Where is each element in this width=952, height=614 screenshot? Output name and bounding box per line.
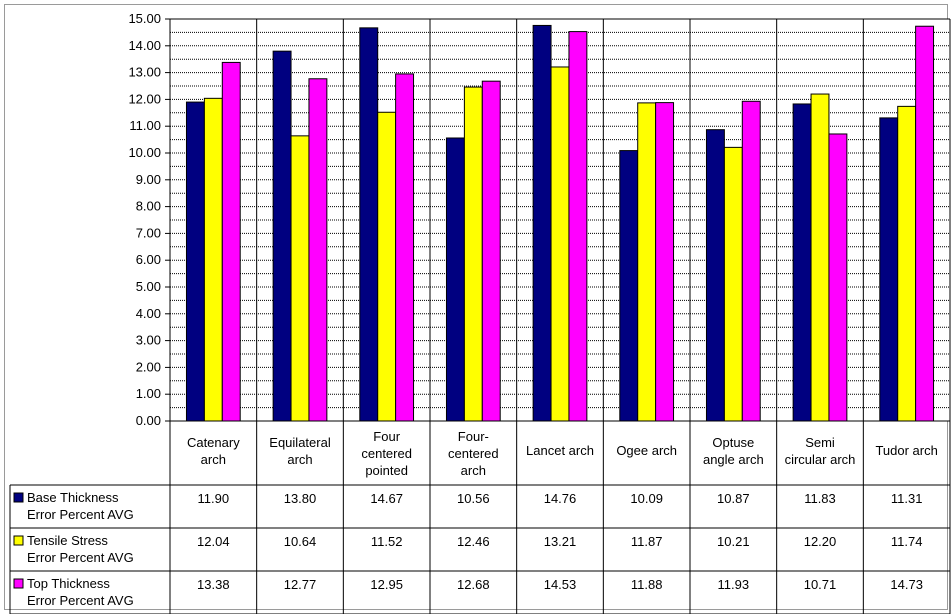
bar [619,150,639,422]
data-table-value: 12.46 [457,534,490,549]
category-label: arch [287,452,312,467]
category-label: circular arch [785,452,856,467]
category-label: Semi [805,435,835,450]
bar [741,100,761,422]
data-table-value: 11.87 [631,534,663,549]
category-label: angle arch [703,452,764,467]
bar [915,25,935,422]
bar [655,102,675,422]
data-table-value: 14.76 [544,491,577,506]
category-label: pointed [365,463,408,478]
y-tick-label: 6.00 [136,252,161,267]
data-table-value: 12.20 [804,534,837,549]
legend-label: Top Thickness [27,576,110,591]
bar [879,117,899,422]
category-label: Lancet arch [526,443,594,458]
bar [463,86,483,422]
bar [550,66,570,422]
legend-label: Error Percent AVG [27,507,134,522]
data-table-value: 10.21 [717,534,750,549]
bar [810,93,830,422]
category-label: Four- [458,429,489,444]
bar [203,97,223,422]
data-table-value: 13.21 [544,534,577,549]
data-table-value: 12.68 [457,577,490,592]
category-label: Four [373,429,400,444]
data-table-value: 10.09 [630,491,663,506]
y-tick-label: 0.00 [136,413,161,428]
data-table-value: 14.67 [370,491,403,506]
y-tick-label: 7.00 [136,225,161,240]
data-table-value: 14.53 [544,577,577,592]
data-table-value: 11.90 [198,491,230,506]
legend-label: Tensile Stress [27,533,108,548]
y-tick-label: 14.00 [128,38,161,53]
bar [359,27,379,422]
data-table-value: 10.71 [804,577,837,592]
data-table-value: 13.38 [197,577,230,592]
bar [290,135,310,422]
category-label: centered [361,446,412,461]
bar [637,102,657,422]
bar [792,103,812,422]
bar [481,80,501,422]
category-label: Optuse [712,435,754,450]
y-tick-label: 12.00 [128,91,161,106]
data-table-value: 10.64 [284,534,317,549]
data-table-value: 12.04 [197,534,230,549]
data-table-value: 11.93 [718,577,750,592]
category-label: arch [201,452,226,467]
data-table-value: 13.80 [284,491,317,506]
category-label: centered [448,446,499,461]
legend-swatch [13,578,24,589]
data-table-value: 11.52 [371,534,403,549]
y-tick-label: 10.00 [128,145,161,160]
bar [445,137,465,422]
y-tick-label: 13.00 [128,65,161,80]
data-table-value: 11.31 [891,491,923,506]
data-table-value: 11.88 [631,577,663,592]
bar [185,101,205,422]
y-tick-label: 1.00 [136,386,161,401]
category-label: Tudor arch [875,443,937,458]
bar [568,31,588,422]
bar [723,146,743,422]
y-tick-label: 2.00 [136,359,161,374]
category-label: Catenary [187,435,240,450]
bar [221,61,241,422]
bar [272,50,292,422]
legend-swatch [13,535,24,546]
bar [705,129,725,422]
data-table-value: 12.77 [284,577,317,592]
y-tick-label: 3.00 [136,333,161,348]
legend-label: Error Percent AVG [27,550,134,565]
data-table-value: 10.87 [717,491,750,506]
y-tick-label: 15.00 [128,11,161,26]
data-table-value: 10.56 [457,491,490,506]
data-table-value: 11.74 [891,534,923,549]
legend-label: Base Thickness [27,490,119,505]
legend-label: Error Percent AVG [27,593,134,608]
bar [828,133,848,422]
y-tick-label: 4.00 [136,306,161,321]
data-table-value: 11.83 [804,491,836,506]
bar [308,78,328,422]
bar [897,105,917,422]
y-tick-label: 8.00 [136,199,161,214]
bar [532,24,552,422]
category-label: arch [461,463,486,478]
category-label: Equilateral [269,435,331,450]
y-tick-label: 5.00 [136,279,161,294]
category-label: Ogee arch [616,443,677,458]
data-table-value: 12.95 [370,577,403,592]
legend-swatch [13,492,24,503]
bar [377,111,397,422]
bar [395,73,415,422]
data-table-value: 14.73 [890,577,923,592]
y-tick-label: 9.00 [136,172,161,187]
y-tick-label: 11.00 [129,118,161,133]
